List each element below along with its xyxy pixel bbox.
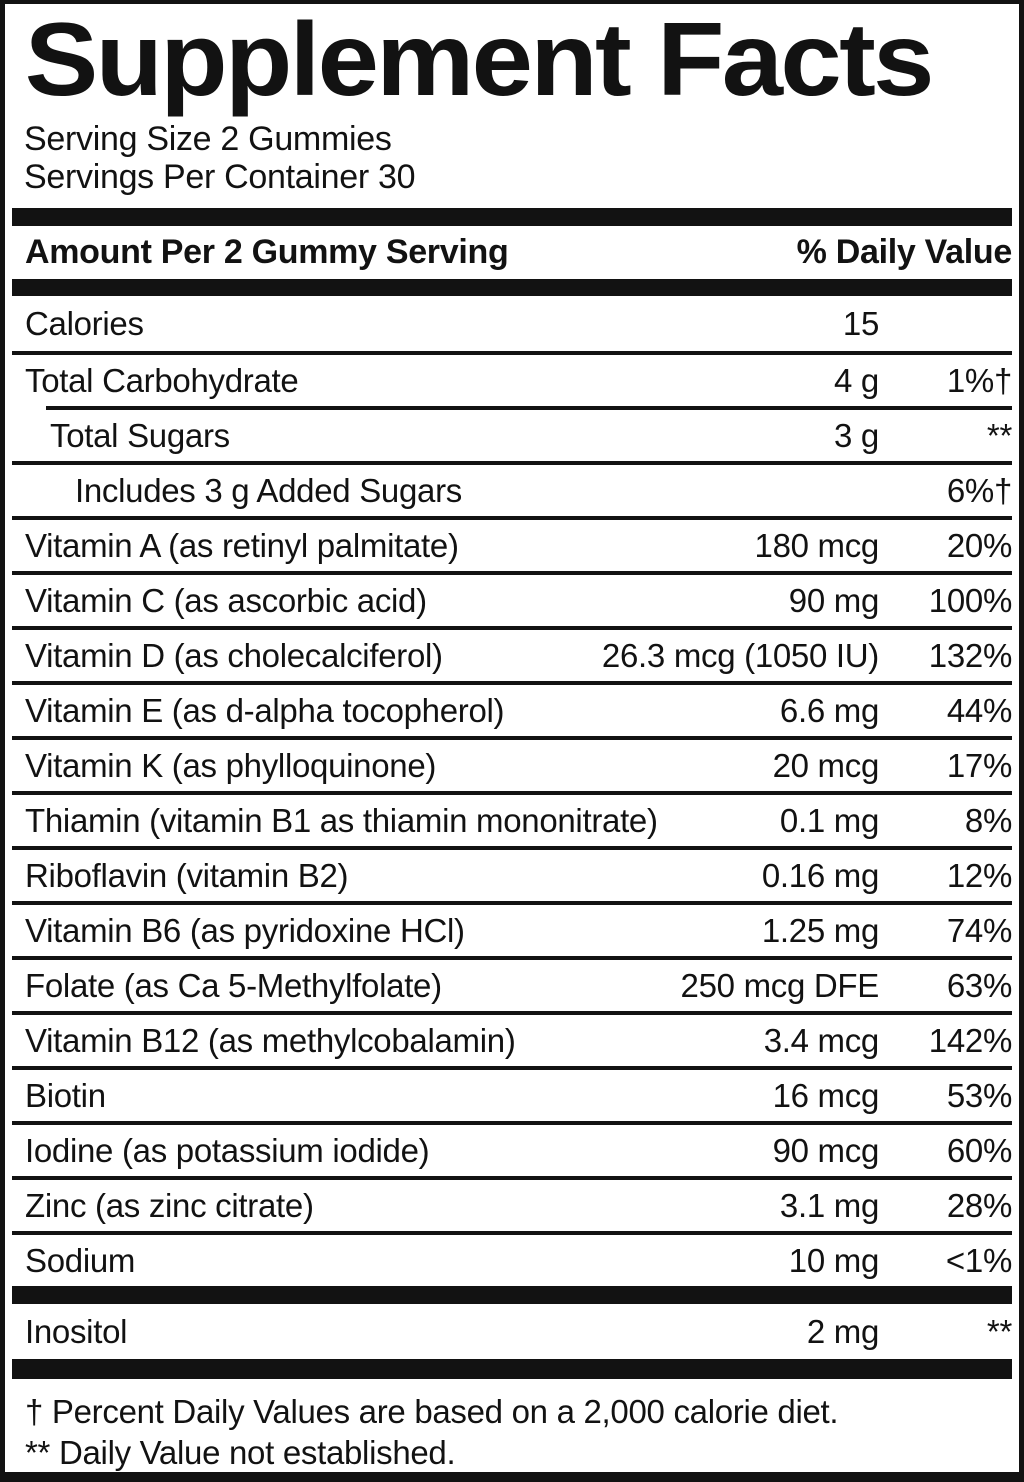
nutrient-amount: 2 mg [806,1312,879,1350]
nutrient-daily-value: 8% [964,801,1012,839]
nutrient-amount: 1.25 mg [761,911,879,949]
nutrient-name: Riboflavin (vitamin B2) [25,856,349,894]
nutrient-name: Vitamin E (as d-alpha tocopherol) [25,691,505,729]
nutrient-row: Total Sugars 3 g ** [46,406,1012,461]
thick-divider-top [12,208,1012,227]
nutrient-row: Vitamin B12 (as methylcobalamin) 3.4 mcg… [12,1011,1012,1066]
nutrient-name: Total Carbohydrate [25,361,299,399]
nutrient-row: Vitamin C (as ascorbic acid) 90 mg 100% [12,571,1012,626]
nutrient-daily-value: 6%† [946,471,1012,509]
nutrient-name: Inositol [25,1312,128,1350]
nutrient-name: Vitamin B6 (as pyridoxine HCl) [25,911,465,949]
nutrient-amount: 0.1 mg [779,801,879,839]
nutrient-name: Zinc (as zinc citrate) [25,1186,314,1224]
nutrient-name: Vitamin A (as retinyl palmitate) [25,526,459,564]
panel-title: Supplement Facts [24,2,935,118]
nutrient-row: Total Carbohydrate 4 g 1%† [12,351,1012,406]
nutrient-amount: 0.16 mg [761,856,879,894]
daily-value-column-header: % Daily Value [796,233,1013,272]
column-header-row: Amount Per 2 Gummy Serving % Daily Value [12,226,1012,279]
nutrient-row: Vitamin D (as cholecalciferol) 26.3 mcg … [12,626,1012,681]
nutrient-daily-value: 74% [946,911,1012,949]
nutrient-name: Vitamin B12 (as methylcobalamin) [25,1021,516,1059]
nutrient-row: Riboflavin (vitamin B2) 0.16 mg 12% [12,846,1012,901]
nutrient-row: Vitamin E (as d-alpha tocopherol) 6.6 mg… [12,681,1012,736]
other-ingredient-table: Inositol 2 mg ** [12,1304,1012,1359]
nutrient-amount: 3.1 mg [779,1186,879,1224]
serving-info: Serving Size 2 Gummies Servings Per Cont… [12,120,1012,196]
nutrient-row: Vitamin A (as retinyl palmitate) 180 mcg… [12,516,1012,571]
servings-per-container: Servings Per Container 30 [24,158,416,197]
nutrient-daily-value: 28% [946,1186,1012,1224]
nutrient-amount: 90 mcg [772,1131,880,1169]
nutrient-daily-value: 12% [946,856,1012,894]
panel-content: Supplement Facts Serving Size 2 Gummies … [12,4,1012,1472]
nutrient-name: Biotin [25,1076,106,1114]
nutrient-row: Vitamin B6 (as pyridoxine HCl) 1.25 mg 7… [12,901,1012,956]
amount-column-header: Amount Per 2 Gummy Serving [25,233,509,272]
nutrient-row: Biotin 16 mcg 53% [12,1066,1012,1121]
nutrient-name: Iodine (as potassium iodide) [25,1131,430,1169]
nutrient-daily-value: 63% [946,966,1012,1004]
nutrient-daily-value: 20% [946,526,1012,564]
thick-divider-middle [12,1286,1012,1305]
nutrient-name: Total Sugars [50,416,230,454]
nutrient-row: Iodine (as potassium iodide) 90 mcg 60% [12,1121,1012,1176]
nutrient-name: Sodium [25,1241,136,1279]
nutrient-daily-value: 17% [946,746,1012,784]
nutrient-table: Calories 15 Total Carbohydrate 4 g 1%† T… [12,296,1012,1286]
nutrient-name: Vitamin C (as ascorbic acid) [25,581,427,619]
nutrient-amount: 4 g [834,361,879,399]
nutrient-amount: 3 g [834,416,879,454]
nutrient-name: Vitamin K (as phylloquinone) [25,746,437,784]
nutrient-daily-value: 142% [928,1021,1013,1059]
nutrient-daily-value: 1%† [946,361,1012,399]
nutrient-row: Includes 3 g Added Sugars 6%† [12,461,1012,516]
nutrient-amount: 26.3 mcg (1050 IU) [601,636,879,674]
nutrient-row: Sodium 10 mg <1% [12,1231,1012,1286]
thick-divider-bottom [12,1359,1012,1380]
nutrient-daily-value: 44% [946,691,1012,729]
serving-size: Serving Size 2 Gummies [24,120,392,159]
nutrient-row: Thiamin (vitamin B1 as thiamin mononitra… [12,791,1012,846]
footnote-daily-values: † Percent Daily Values are based on a 2,… [25,1393,839,1431]
nutrient-name: Thiamin (vitamin B1 as thiamin mononitra… [25,801,658,839]
nutrient-amount: 15 [842,304,879,342]
nutrient-daily-value: 60% [946,1131,1012,1169]
footnotes: † Percent Daily Values are based on a 2,… [12,1379,1012,1472]
nutrient-daily-value: ** [986,416,1012,454]
nutrient-row: Inositol 2 mg ** [12,1304,1012,1359]
nutrient-daily-value: <1% [945,1241,1012,1279]
nutrient-row: Vitamin K (as phylloquinone) 20 mcg 17% [12,736,1012,791]
nutrient-amount: 250 mcg DFE [680,966,880,1004]
nutrient-amount: 90 mg [788,581,880,619]
nutrient-amount: 180 mcg [754,526,880,564]
nutrient-name: Includes 3 g Added Sugars [75,471,462,509]
nutrient-row: Zinc (as zinc citrate) 3.1 mg 28% [12,1176,1012,1231]
nutrient-daily-value: ** [986,1312,1012,1350]
nutrient-name: Vitamin D (as cholecalciferol) [25,636,443,674]
nutrient-amount: 16 mcg [772,1076,880,1114]
nutrient-daily-value: 53% [946,1076,1012,1114]
nutrient-daily-value: 132% [928,636,1013,674]
nutrient-amount: 6.6 mg [779,691,879,729]
nutrient-name: Calories [25,304,144,342]
thick-divider-header [12,279,1012,297]
nutrient-name: Folate (as Ca 5-Methylfolate) [25,966,442,1004]
nutrient-amount: 20 mcg [772,746,880,784]
footnote-dv-not-established: ** Daily Value not established. [25,1434,456,1472]
nutrient-row: Folate (as Ca 5-Methylfolate) 250 mcg DF… [12,956,1012,1011]
nutrient-amount: 10 mg [788,1241,880,1279]
nutrient-daily-value: 100% [928,581,1013,619]
nutrient-row: Calories 15 [12,296,1012,351]
nutrient-amount: 3.4 mcg [763,1021,880,1059]
